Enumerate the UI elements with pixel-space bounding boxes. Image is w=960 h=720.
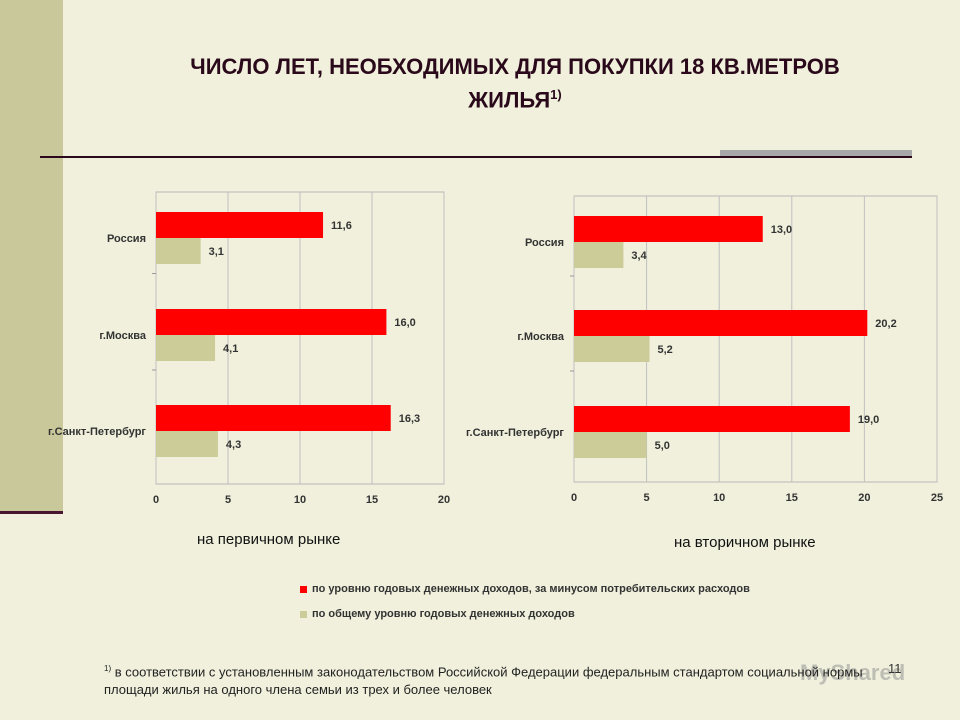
x-tick-label: 5: [644, 492, 650, 504]
bar-net-income: [156, 405, 391, 431]
bar-total-income: [574, 242, 624, 268]
x-tick-label: 25: [931, 492, 943, 504]
watermark-logo: MyShared: [800, 660, 906, 685]
x-tick-label: 5: [225, 494, 231, 506]
data-label: 20,2: [875, 318, 896, 330]
legend-label-total-income: по общему уровню годовых денежных доходо…: [312, 608, 575, 620]
chart-secondary-market: 0 5 10 15 20 25 Россия 13,0 3,4 г.Москва 20,2 5,2 г.…: [466, 195, 943, 504]
bar-total-income: [156, 238, 201, 264]
bar-net-income: [574, 310, 868, 336]
legend-item-net-income: по уровню годовых денежных доходов, за м…: [300, 582, 770, 597]
data-label: 3,4: [631, 250, 647, 262]
caption-secondary-market: на вторичном рынке: [674, 534, 816, 551]
legend-swatch-khaki: [300, 611, 307, 618]
page-title: ЧИСЛО ЛЕТ, НЕОБХОДИМЫХ ДЛЯ ПОКУПКИ 18 КВ…: [120, 53, 910, 114]
x-tick-label: 10: [294, 494, 306, 506]
sidebar-decoration: [0, 0, 63, 512]
category-label: г.Москва: [517, 331, 565, 343]
category-label: Россия: [107, 233, 146, 245]
data-label: 16,0: [394, 317, 415, 329]
footnote-text: в соответствии с установленным законодат…: [104, 664, 863, 698]
x-tick-label: 0: [571, 492, 577, 504]
data-label: 19,0: [858, 414, 879, 426]
legend-swatch-red: [300, 586, 307, 593]
bar-net-income: [574, 216, 763, 242]
x-tick-label: 0: [153, 494, 159, 506]
category-label: г.Москва: [99, 330, 147, 342]
header-rule: [40, 156, 912, 158]
title-superscript: 1): [550, 87, 562, 102]
legend-item-total-income: по общему уровню годовых денежных доходо…: [300, 607, 770, 622]
x-tick-label: 20: [438, 494, 450, 506]
data-label: 5,2: [658, 344, 673, 356]
bar-total-income: [156, 335, 216, 361]
data-label: 4,1: [223, 343, 238, 355]
bar-total-income: [156, 431, 218, 457]
legend-label-net-income: по уровню годовых денежных доходов, за м…: [312, 583, 750, 595]
header-gray-bar: [720, 150, 912, 158]
data-label: 4,3: [226, 439, 241, 451]
footnote: 1) в соответствии с установленным законо…: [104, 660, 894, 699]
bar-total-income: [574, 432, 647, 458]
bar-total-income: [574, 336, 650, 362]
legend: по уровню годовых денежных доходов, за м…: [300, 582, 770, 632]
category-label: Россия: [525, 237, 564, 249]
data-label: 11,6: [331, 220, 352, 232]
sidebar-accent-line: [0, 511, 63, 514]
bar-net-income: [156, 212, 324, 238]
title-line2: ЖИЛЬЯ: [468, 87, 551, 113]
category-label: г.Санкт-Петербург: [466, 427, 564, 439]
data-label: 16,3: [399, 413, 420, 425]
x-tick-label: 20: [858, 492, 870, 504]
data-label: 5,0: [655, 440, 670, 452]
x-tick-label: 15: [786, 492, 798, 504]
chart-primary-market: 0 5 10 15 20 Россия 11,6 3,1 г.Москва 16,0 4,1 г.Са…: [48, 191, 450, 506]
bar-net-income: [156, 309, 387, 335]
caption-primary-market: на первичном рынке: [197, 531, 341, 548]
category-label: г.Санкт-Петербург: [48, 426, 146, 438]
data-label: 13,0: [771, 224, 792, 236]
data-label: 3,1: [209, 246, 224, 258]
footnote-marker: 1): [104, 664, 112, 673]
x-tick-label: 15: [366, 494, 378, 506]
bar-net-income: [574, 406, 850, 432]
title-line1: ЧИСЛО ЛЕТ, НЕОБХОДИМЫХ ДЛЯ ПОКУПКИ 18 КВ…: [190, 54, 840, 79]
x-tick-label: 10: [713, 492, 725, 504]
page-number: 11: [888, 661, 902, 676]
